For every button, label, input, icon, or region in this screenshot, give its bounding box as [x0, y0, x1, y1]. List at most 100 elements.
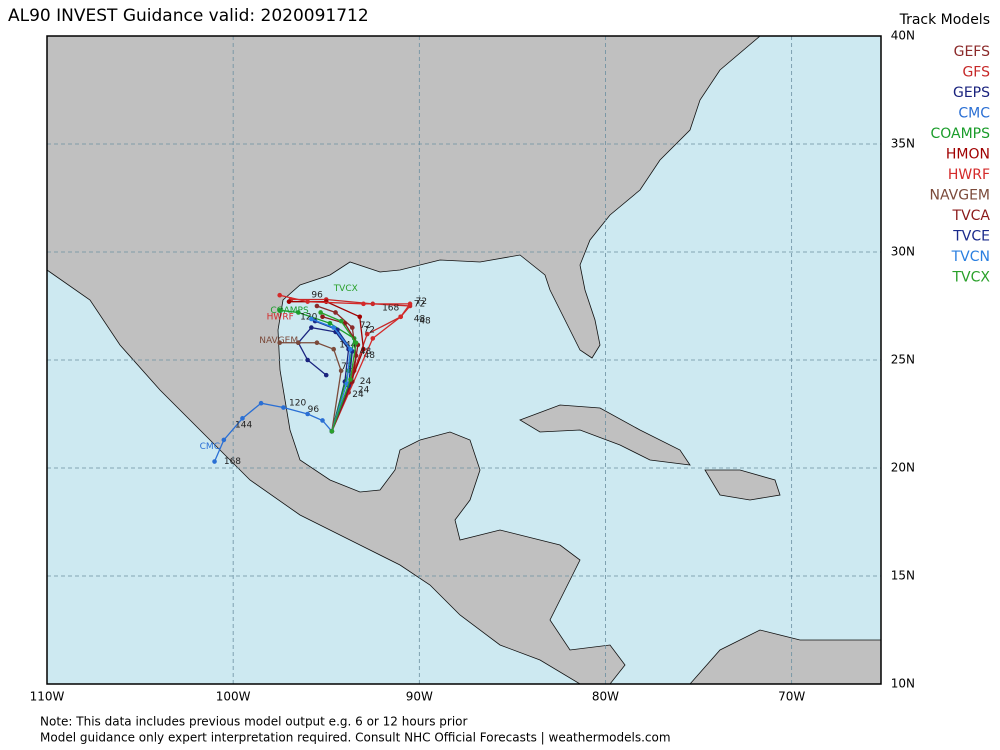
note: Model guidance only expert interpretatio…	[40, 731, 671, 745]
lon-tick-label: 110W	[30, 690, 65, 704]
lat-tick-label: 25N	[891, 353, 915, 367]
legend-entry: CMC	[958, 106, 990, 122]
hour-label: 168	[224, 457, 241, 467]
track-point	[320, 418, 325, 423]
lat-tick-label: 30N	[891, 245, 915, 259]
hour-label: 72	[341, 362, 352, 372]
track-line	[279, 309, 355, 432]
track-point	[353, 340, 359, 346]
lat-tick-label: 35N	[891, 137, 915, 151]
track-point	[348, 346, 353, 352]
track-point	[309, 316, 314, 322]
legend-entry: HMON	[946, 147, 990, 163]
track-point	[277, 308, 283, 313]
note: Note: This data includes previous model …	[40, 715, 468, 729]
lat-tick-label: 20N	[891, 461, 915, 475]
track-line	[279, 342, 342, 432]
track-point	[277, 340, 283, 346]
legend-entry: HWRF	[948, 167, 990, 183]
hour-label: 72	[416, 297, 427, 307]
legend-title: Track Models	[899, 12, 990, 28]
legend-entry: TVCX	[952, 270, 991, 286]
track-point	[370, 336, 376, 341]
north-central-america	[46, 35, 762, 685]
track-point	[329, 428, 335, 434]
track-point	[320, 314, 325, 320]
track-point	[309, 325, 314, 330]
hour-label: 48	[363, 351, 375, 361]
track-point	[361, 301, 366, 307]
model-tag: TVCX	[333, 284, 358, 294]
track-point	[331, 346, 336, 352]
track-point	[258, 400, 264, 406]
hour-label: 48	[414, 314, 426, 324]
track-point	[407, 301, 413, 307]
lon-tick-label: 70W	[778, 690, 805, 704]
map-frame	[46, 35, 882, 685]
track-point	[338, 368, 344, 374]
hour-label: 72	[360, 321, 371, 331]
track-point	[305, 357, 310, 363]
model-tag: HWRF	[267, 312, 294, 322]
hour-label: 24	[352, 390, 364, 400]
model-tag: NAVGEM	[259, 336, 298, 346]
track-point	[314, 340, 320, 346]
hour-label: 24	[358, 386, 370, 396]
lon-tick-label: 100W	[216, 690, 251, 704]
hour-label: 144	[235, 420, 252, 430]
legend-entry: TVCA	[952, 208, 991, 224]
legend-entry: TVCE	[952, 229, 990, 245]
hour-label: 96	[311, 291, 323, 301]
landmasses	[46, 35, 882, 685]
legend-entry: TVCN	[951, 249, 990, 265]
track-point	[327, 320, 333, 326]
hispaniola	[704, 469, 781, 501]
track-point	[357, 314, 363, 320]
model-tag: COAMPS	[270, 306, 309, 316]
track-point	[305, 299, 310, 304]
legend-entry: COAMPS	[930, 126, 990, 142]
hour-label: 48	[360, 347, 372, 357]
hour-label: 168	[382, 304, 399, 314]
track-point	[277, 292, 283, 298]
track-point	[221, 437, 227, 443]
lat-tick-label: 15N	[891, 569, 915, 583]
track-point	[338, 318, 344, 324]
track-point	[240, 416, 245, 421]
track-point	[318, 310, 323, 315]
legend-entry: GEPS	[953, 85, 990, 101]
track-point	[281, 405, 286, 410]
track-point	[296, 310, 301, 315]
track-line	[213, 402, 333, 462]
track-point	[305, 411, 310, 417]
track-point	[333, 310, 338, 315]
track-point	[296, 340, 301, 346]
hour-label: 72	[414, 299, 425, 309]
track-point	[361, 346, 366, 352]
title: AL90 INVEST Guidance valid: 2020091712	[8, 6, 369, 26]
legend-entry: GFS	[962, 65, 990, 81]
hour-label: 120	[289, 399, 306, 409]
track-point	[314, 303, 320, 309]
track-point	[350, 325, 355, 330]
model-tag: CMC	[200, 442, 220, 452]
hour-label: 120	[300, 312, 317, 322]
track-point	[331, 325, 336, 330]
lon-tick-label: 90W	[406, 690, 433, 704]
track-point	[323, 372, 329, 378]
track-line	[297, 326, 350, 432]
legend-entry: GEFS	[954, 44, 991, 60]
hour-label: 48	[419, 317, 431, 327]
track-point	[364, 331, 370, 337]
hour-label: 96	[308, 405, 320, 415]
cuba	[519, 404, 691, 466]
track-point	[212, 459, 217, 464]
hour-label: 24	[360, 377, 372, 387]
legend-entry: NAVGEM	[929, 188, 990, 204]
track-point	[286, 299, 292, 304]
track-point	[348, 377, 353, 382]
lat-tick-label: 10N	[891, 677, 915, 691]
lon-tick-label: 80W	[592, 690, 619, 704]
hour-label: 72	[363, 325, 374, 335]
